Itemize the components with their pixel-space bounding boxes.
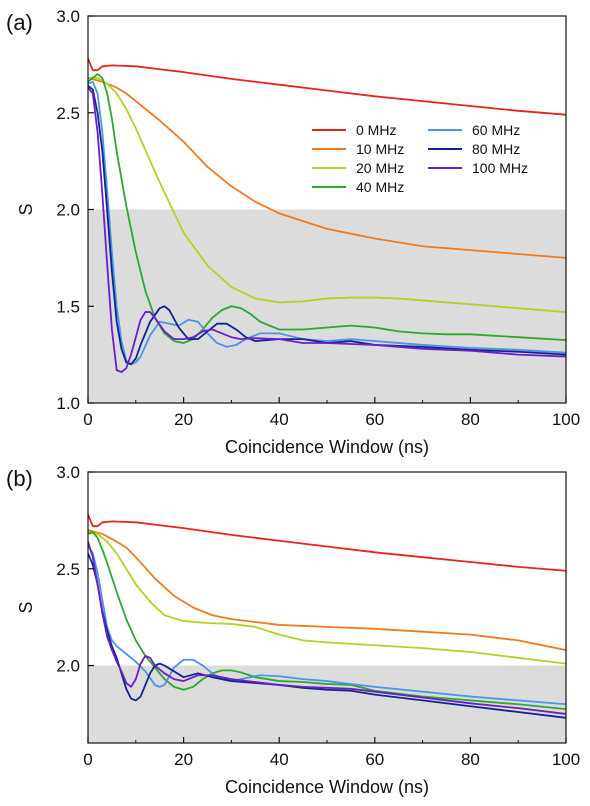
x-axis-title: Coincidence Window (ns) bbox=[225, 777, 429, 797]
y-tick-label: 3.0 bbox=[56, 463, 80, 482]
series-line-80-mhz bbox=[88, 552, 566, 719]
y-tick-label: 1.5 bbox=[56, 297, 80, 316]
legend-entry: 80 MHz bbox=[472, 141, 520, 157]
series-line-80-mhz bbox=[88, 84, 566, 366]
y-axis-title: S bbox=[16, 203, 36, 215]
panel-label: (b) bbox=[6, 466, 33, 491]
x-tick-label: 20 bbox=[174, 410, 193, 429]
panel-label: (a) bbox=[6, 10, 33, 35]
x-tick-label: 80 bbox=[461, 410, 480, 429]
series-line-10-mhz bbox=[88, 77, 566, 259]
y-tick-label: 2.5 bbox=[56, 104, 80, 123]
x-tick-label: 60 bbox=[365, 750, 384, 769]
series-line-100-mhz bbox=[88, 86, 566, 373]
series-line-20-mhz bbox=[88, 531, 566, 665]
y-tick-label: 2.0 bbox=[56, 201, 80, 220]
series-line-40-mhz bbox=[88, 73, 566, 344]
x-tick-label: 60 bbox=[365, 410, 384, 429]
shaded-region bbox=[88, 665, 566, 743]
legend-entry: 100 MHz bbox=[472, 160, 528, 176]
x-tick-label: 0 bbox=[83, 750, 92, 769]
panel-a: 0 20 40 60 80 100 1.0 1.5 2.0 2.5 3.0 Coincidence W… bbox=[6, 7, 580, 457]
legend-entry: 60 MHz bbox=[472, 122, 520, 138]
series-line-20-mhz bbox=[88, 77, 566, 313]
x-tick-label: 100 bbox=[552, 750, 580, 769]
series-line-60-mhz bbox=[88, 544, 566, 706]
y-tick-label: 2.5 bbox=[56, 560, 80, 579]
series-line-60-mhz bbox=[88, 80, 566, 366]
x-tick-label: 80 bbox=[461, 750, 480, 769]
legend: 0 MHz 10 MHz 20 MHz 40 MHz 60 MHz 80 MHz 100 M… bbox=[312, 122, 528, 195]
series-line-100-mhz bbox=[88, 540, 566, 715]
x-tick-label: 0 bbox=[83, 410, 92, 429]
legend-entry: 0 MHz bbox=[356, 122, 396, 138]
series-line-0-mhz bbox=[88, 57, 566, 116]
x-axis-title: Coincidence Window (ns) bbox=[225, 437, 429, 457]
series-line-10-mhz bbox=[88, 529, 566, 651]
y-tick-label: 1.0 bbox=[56, 394, 80, 413]
y-axis-title: S bbox=[16, 601, 36, 613]
x-tick-label: 100 bbox=[552, 410, 580, 429]
panel-b: 0 20 40 60 80 100 2.0 2.5 3.0 Coincidence Window … bbox=[6, 463, 580, 797]
legend-entry: 10 MHz bbox=[356, 141, 404, 157]
y-tick-label: 3.0 bbox=[56, 7, 80, 26]
x-tick-label: 40 bbox=[270, 750, 289, 769]
x-tick-label: 40 bbox=[270, 410, 289, 429]
series-line-40-mhz bbox=[88, 531, 566, 711]
legend-entry: 40 MHz bbox=[356, 179, 404, 195]
x-tick-label: 20 bbox=[174, 750, 193, 769]
series-line-0-mhz bbox=[88, 513, 566, 572]
y-tick-label: 2.0 bbox=[56, 657, 80, 676]
legend-entry: 20 MHz bbox=[356, 160, 404, 176]
